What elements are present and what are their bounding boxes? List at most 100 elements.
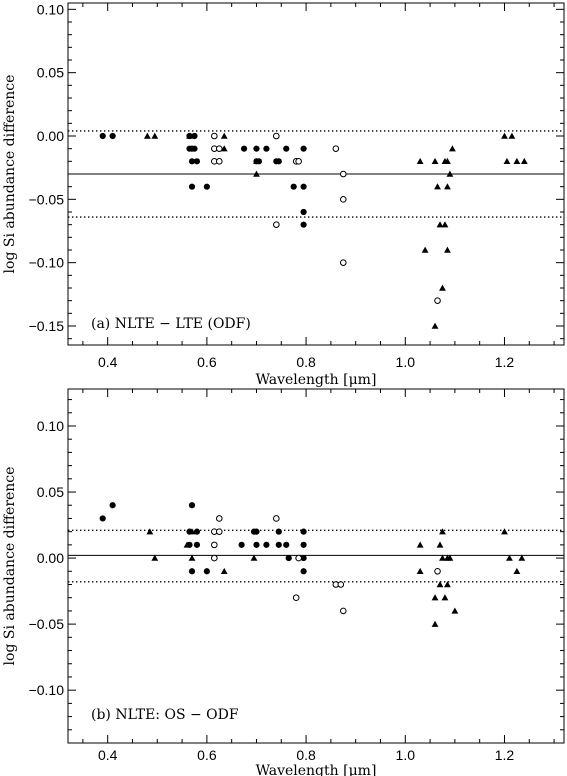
point-filled-circle bbox=[193, 541, 201, 548]
point-filled-triangle bbox=[431, 594, 439, 601]
point-open-circle bbox=[215, 528, 223, 535]
point-filled-circle bbox=[273, 158, 280, 165]
point-filled-circle bbox=[300, 145, 307, 152]
point-filled-circle bbox=[283, 541, 290, 548]
point-filled-circle bbox=[188, 158, 196, 165]
point-filled-circle bbox=[109, 502, 116, 509]
x-tick-label: 1.0 bbox=[396, 747, 416, 763]
point-filled-circle bbox=[290, 183, 297, 190]
y-tick-label: 0.10 bbox=[37, 1, 64, 17]
point-open-circle bbox=[339, 196, 347, 203]
point-open-circle bbox=[215, 158, 223, 165]
point-filled-triangle bbox=[503, 157, 511, 165]
point-filled-triangle bbox=[444, 183, 451, 190]
point-filled-circle bbox=[300, 183, 307, 190]
y-tick-label: −0.10 bbox=[29, 682, 65, 698]
point-filled-circle bbox=[99, 515, 106, 522]
point-open-circle bbox=[273, 132, 280, 140]
point-open-circle bbox=[337, 581, 345, 588]
point-filled-triangle bbox=[439, 528, 446, 535]
panel-label: (b) NLTE: OS − ODF bbox=[91, 707, 239, 723]
point-open-circle bbox=[211, 132, 218, 140]
point-filled-triangle bbox=[513, 157, 521, 165]
x-tick-label: 0.6 bbox=[197, 747, 217, 763]
point-filled-triangle bbox=[416, 567, 424, 575]
point-filled-triangle bbox=[518, 554, 526, 561]
point-filled-triangle bbox=[416, 157, 424, 165]
point-filled-triangle bbox=[188, 528, 196, 535]
x-tick-label: 0.8 bbox=[296, 747, 316, 763]
point-filled-circle bbox=[238, 541, 245, 548]
point-filled-circle bbox=[263, 541, 270, 548]
point-open-circle bbox=[295, 158, 302, 165]
point-filled-triangle bbox=[188, 554, 196, 561]
y-axis-title: log Si abundance difference bbox=[2, 75, 18, 274]
panel-label: (a) NLTE − LTE (ODF) bbox=[91, 316, 251, 332]
x-tick-label: 0.4 bbox=[98, 747, 118, 763]
x-axis-title: Wavelength [μm] bbox=[256, 763, 377, 776]
point-filled-triangle bbox=[451, 607, 459, 614]
point-filled-triangle bbox=[431, 620, 439, 627]
y-tick-label: 0.10 bbox=[37, 418, 64, 434]
point-filled-circle bbox=[191, 132, 198, 140]
point-filled-triangle bbox=[421, 246, 429, 253]
x-tick-label: 0.6 bbox=[197, 354, 217, 370]
point-filled-triangle bbox=[250, 554, 258, 561]
point-filled-circle bbox=[99, 132, 106, 140]
point-filled-circle bbox=[263, 145, 270, 152]
point-filled-circle bbox=[109, 132, 116, 140]
point-filled-triangle bbox=[513, 567, 521, 575]
point-open-circle bbox=[211, 541, 218, 549]
point-filled-triangle bbox=[520, 157, 528, 165]
point-filled-circle bbox=[300, 221, 307, 228]
x-tick-label: 0.8 bbox=[296, 354, 316, 370]
point-filled-triangle bbox=[188, 145, 196, 152]
point-filled-triangle bbox=[186, 132, 193, 139]
point-filled-circle bbox=[300, 208, 307, 216]
point-filled-triangle bbox=[431, 322, 439, 329]
point-filled-circle bbox=[283, 145, 290, 152]
x-tick-label: 1.0 bbox=[396, 354, 416, 370]
point-filled-triangle bbox=[508, 132, 516, 139]
point-filled-circle bbox=[193, 528, 201, 535]
point-filled-circle bbox=[240, 145, 248, 152]
point-filled-triangle bbox=[449, 145, 456, 152]
point-filled-triangle bbox=[444, 581, 451, 588]
point-open-circle bbox=[292, 594, 300, 602]
y-tick-label: 0.00 bbox=[37, 128, 64, 144]
point-filled-triangle bbox=[220, 132, 228, 139]
point-filled-triangle bbox=[439, 284, 446, 291]
point-filled-triangle bbox=[444, 157, 451, 165]
point-filled-circle bbox=[253, 541, 260, 548]
point-filled-circle bbox=[275, 541, 282, 548]
point-filled-circle bbox=[188, 502, 196, 509]
point-filled-triangle bbox=[436, 541, 444, 548]
point-filled-triangle bbox=[436, 581, 444, 588]
point-open-circle bbox=[339, 259, 347, 266]
point-open-circle bbox=[211, 554, 218, 562]
point-filled-triangle bbox=[506, 554, 513, 561]
y-tick-label: −0.10 bbox=[29, 255, 65, 271]
point-filled-triangle bbox=[436, 221, 444, 228]
x-tick-label: 1.2 bbox=[495, 747, 515, 763]
point-open-circle bbox=[339, 170, 347, 178]
point-filled-triangle bbox=[151, 132, 159, 139]
point-filled-triangle bbox=[431, 157, 439, 165]
x-tick-label: 0.4 bbox=[98, 354, 118, 370]
point-filled-circle bbox=[193, 158, 201, 165]
point-filled-circle bbox=[300, 554, 307, 562]
y-tick-label: −0.15 bbox=[29, 318, 65, 334]
y-tick-label: 0.00 bbox=[37, 550, 64, 566]
x-tick-label: 1.2 bbox=[495, 354, 515, 370]
point-filled-triangle bbox=[253, 170, 260, 177]
point-filled-circle bbox=[300, 528, 307, 535]
point-open-circle bbox=[295, 554, 302, 562]
point-filled-triangle bbox=[220, 145, 228, 152]
point-filled-triangle bbox=[501, 132, 508, 139]
y-tick-label: 0.05 bbox=[37, 484, 64, 500]
point-open-circle bbox=[434, 297, 441, 304]
y-axis-title: log Si abundance difference bbox=[2, 467, 18, 666]
point-filled-circle bbox=[300, 568, 307, 575]
point-filled-circle bbox=[285, 554, 292, 562]
